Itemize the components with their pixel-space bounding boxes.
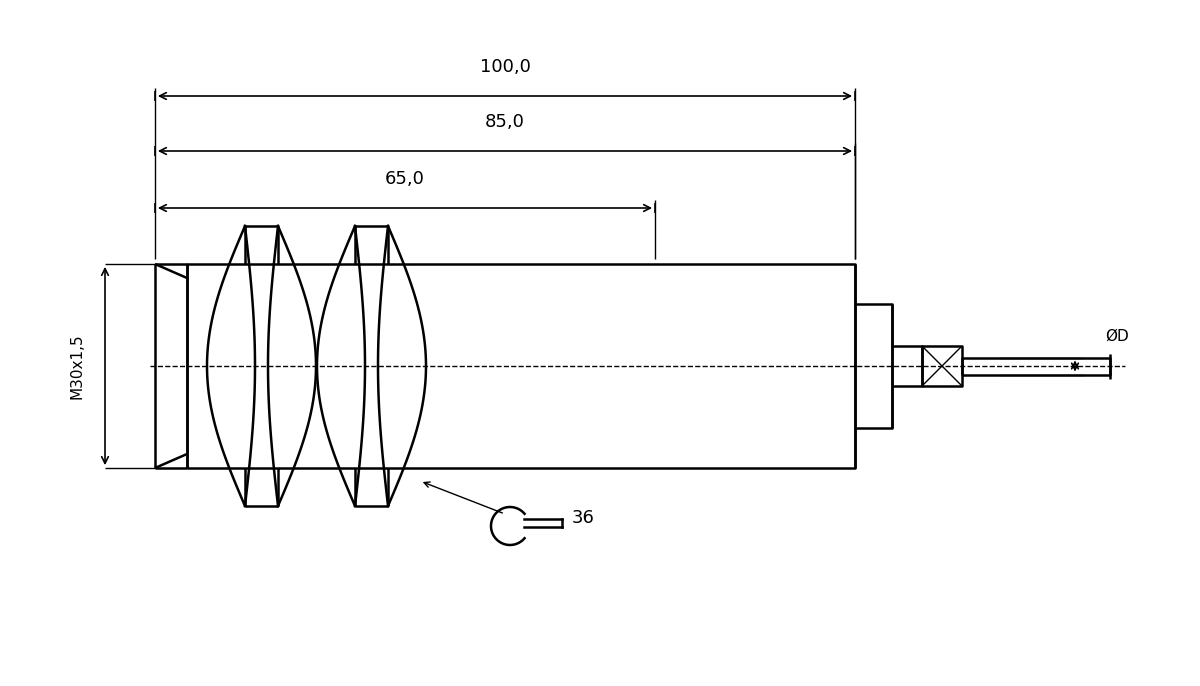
Text: ØD: ØD: [1105, 329, 1129, 344]
Text: 85,0: 85,0: [485, 113, 524, 131]
Text: 100,0: 100,0: [480, 58, 530, 76]
Text: 65,0: 65,0: [385, 170, 425, 188]
Text: 36: 36: [572, 509, 595, 527]
Text: M30x1,5: M30x1,5: [70, 333, 84, 399]
